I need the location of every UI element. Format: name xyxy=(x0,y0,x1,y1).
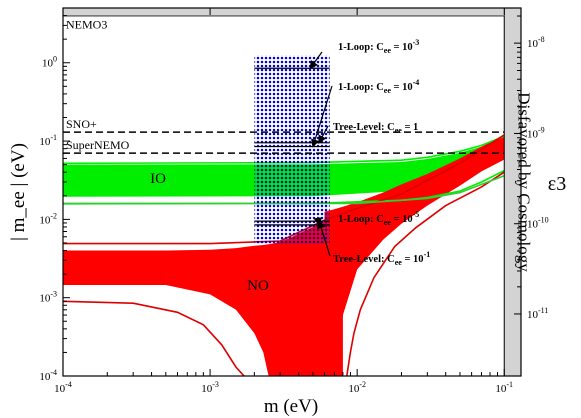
plot-frame xyxy=(62,7,522,377)
y2-axis-label: ε3 xyxy=(548,173,566,195)
annotation-arrow xyxy=(311,85,333,148)
y-axis-label-text: | m_ee | (eV) xyxy=(8,143,29,241)
x-tick-label: 10-3 xyxy=(201,380,219,395)
annotation-arrow xyxy=(317,219,331,257)
nemo3-label: NEMO3 xyxy=(66,18,107,32)
labels-layer: NEMO3 SNO+ SuperNEMO xyxy=(66,18,130,153)
x-axis-label: m (eV) xyxy=(264,396,318,417)
lepton-box xyxy=(254,55,330,244)
y-tick-label: 10-4 xyxy=(39,368,57,383)
disfavored-label-text: Disfavored by Cosmology xyxy=(515,92,534,272)
annotation-label: Tree-Level: Cee = 1 xyxy=(333,122,418,135)
annotation-label: Tree-Level: Cee = 10-1 xyxy=(333,250,430,267)
annotations-layer: 1-Loop: Cee = 10-3 1-Loop: Cee = 10-4 Tree… xyxy=(309,38,430,267)
supernemo-label: SuperNEMO xyxy=(66,138,130,152)
x-tick-label: 10-1 xyxy=(495,380,513,395)
io-region-label: IO xyxy=(150,171,166,187)
y-tick-label: 100 xyxy=(42,55,57,70)
y2-tick-label: 10-11 xyxy=(527,306,548,321)
y-tick-label: 10-2 xyxy=(39,211,57,226)
annotation-label: 1-Loop: Cee = 10-3 xyxy=(338,38,419,55)
NO-right-envelope xyxy=(346,171,505,376)
y2-tick-label: 10-8 xyxy=(527,35,545,50)
nemo3-band xyxy=(63,8,505,16)
disfavored-region xyxy=(503,8,521,376)
NO-upper-envelope xyxy=(63,134,505,245)
annotation-label: 1-Loop: Cee = 10-5 xyxy=(338,210,419,227)
x-tick-label: 10-2 xyxy=(348,380,366,395)
sno--label: SNO+ xyxy=(66,117,97,131)
annotation-label: 1-Loop: Cee = 10-4 xyxy=(338,78,419,95)
y-axis-label: | m_ee | (eV) xyxy=(8,143,29,241)
no-region-left xyxy=(63,213,343,376)
y-tick-label: 10-1 xyxy=(39,133,57,148)
annotation-arrow xyxy=(309,51,323,70)
plot-area xyxy=(63,8,521,376)
ticks-layer: 10-4 10-3 10-2 10-1 10-4 10-3 10-2 10-1 100 10-8 1… xyxy=(39,7,549,395)
x-tick-label: 10-4 xyxy=(54,380,72,395)
disfavored-label: Disfavored by Cosmology xyxy=(515,92,534,272)
NO-lower-envelope xyxy=(63,300,245,376)
no-region-right xyxy=(324,134,505,376)
lepton-box-layer xyxy=(254,55,330,244)
y2-tick-label: 10-9 xyxy=(527,125,545,140)
no-region-label: NO xyxy=(247,278,269,294)
annotation-arrow xyxy=(318,125,329,144)
y-tick-label: 10-3 xyxy=(39,290,57,305)
y2-tick-label: 10-10 xyxy=(527,216,549,231)
